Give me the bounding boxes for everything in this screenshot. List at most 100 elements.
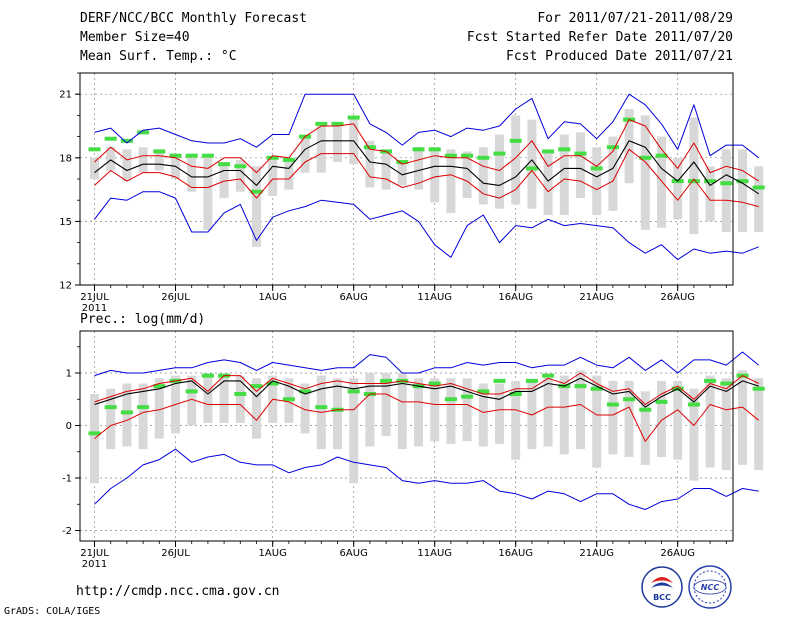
median-mark [477, 155, 490, 160]
median-mark [655, 153, 668, 158]
median-mark [542, 373, 555, 378]
spread-box [446, 149, 456, 213]
bcc-logo: BCC [641, 566, 683, 608]
member-size-label: Member Size=40 [80, 30, 190, 45]
spread-box [543, 375, 553, 447]
median-mark [380, 378, 393, 383]
median-mark [687, 179, 700, 184]
spread-box [689, 388, 699, 481]
spread-box [381, 149, 391, 190]
spread-box [122, 149, 132, 182]
plot-frame [79, 330, 734, 542]
x-tick-label: 16AUG [498, 292, 533, 303]
median-mark [720, 381, 733, 386]
median-mark [185, 153, 198, 158]
median-mark [720, 181, 733, 186]
median-mark [606, 145, 619, 150]
source-url[interactable]: http://cmdp.ncc.cma.gov.cn [76, 584, 280, 599]
median-mark [525, 378, 538, 383]
ncc-logo-text: NCC [701, 583, 720, 592]
spread-box [511, 115, 521, 205]
median-mark [347, 389, 360, 394]
x-tick-label: 21JUL [80, 548, 109, 559]
median-mark [88, 431, 101, 436]
spread-box [138, 147, 148, 173]
median-mark [574, 384, 587, 389]
median-mark [88, 147, 101, 152]
x-tick-label: 26AUG [660, 548, 695, 559]
median-mark [299, 389, 312, 394]
bcc-logo-arc-blue [651, 582, 673, 588]
spread-box [333, 378, 342, 450]
spread-box [106, 388, 116, 450]
x-tick-label: 26JUL [161, 292, 190, 303]
year-label: 2011 [82, 559, 107, 570]
median-mark [250, 189, 263, 194]
median-mark [493, 378, 506, 383]
bcc-logo-ring [641, 566, 683, 608]
spread-box [235, 159, 245, 192]
ncc-logo-orbit [693, 579, 727, 595]
x-tick-label: 26AUG [660, 292, 695, 303]
spread-box [219, 375, 229, 423]
median-mark [639, 155, 652, 160]
spread-box [511, 380, 521, 460]
spread-box [689, 117, 699, 235]
temperature-panel-title: Mean Surf. Temp.: °C [80, 49, 237, 64]
spread-box [252, 166, 261, 247]
spread-box [754, 378, 764, 471]
spread-box [640, 115, 650, 230]
median-mark [218, 162, 231, 167]
spread-box [90, 157, 99, 179]
spread-box [268, 157, 278, 196]
spread-box [138, 383, 148, 450]
spread-box [495, 134, 504, 209]
series-line-mean [94, 377, 759, 408]
year-label: 2011 [82, 303, 107, 314]
spread-box [414, 378, 423, 447]
series-line-upper [94, 372, 759, 405]
spread-box [349, 378, 359, 484]
spread-box [592, 147, 602, 216]
spread-box [705, 166, 715, 222]
ncc-logo: NCC [688, 565, 732, 609]
median-mark [234, 392, 247, 396]
spread-box [284, 162, 294, 190]
spread-box [478, 383, 488, 447]
median-mark [752, 386, 765, 391]
median-mark [623, 397, 636, 402]
y-tick-label: 15 [59, 217, 72, 228]
x-tick-label: 21JUL [80, 292, 109, 303]
forecast-range-label: For 2011/07/21-2011/08/29 [537, 11, 733, 26]
median-mark [461, 394, 474, 399]
y-tick-label: -1 [62, 474, 72, 485]
spread-box [543, 153, 553, 216]
median-mark [282, 397, 295, 402]
forecast-produced-label: Fcst Produced Date 2011/07/21 [506, 49, 733, 64]
median-mark [331, 121, 344, 126]
median-mark [477, 389, 490, 394]
spread-box [397, 162, 407, 186]
spread-box [738, 370, 747, 465]
spread-box [430, 147, 440, 203]
precip-panel-title: Prec.: log(mm/d) [80, 312, 205, 327]
x-tick-label: 21AUG [579, 292, 614, 303]
spread-box [365, 373, 375, 447]
median-mark [412, 147, 425, 152]
spread-box [559, 134, 569, 216]
x-tick-label: 11AUG [417, 292, 452, 303]
spread-box [527, 119, 537, 209]
y-tick-label: 0 [66, 421, 72, 432]
y-tick-label: -2 [62, 526, 72, 537]
median-mark [153, 149, 166, 154]
spread-box [187, 375, 197, 426]
median-mark [444, 397, 457, 402]
median-mark [363, 145, 376, 150]
x-tick-label: 6AUG [340, 292, 368, 303]
spread-box [705, 375, 715, 468]
median-mark [266, 155, 279, 160]
spread-box [462, 378, 472, 442]
median-mark [120, 410, 133, 415]
x-tick-label: 26JUL [161, 548, 190, 559]
precip-panel: -2 -1 0 1 21JUL 26JUL 1AUG 6AUG 11AUG 16AUG 21AUG 2… [62, 330, 765, 570]
